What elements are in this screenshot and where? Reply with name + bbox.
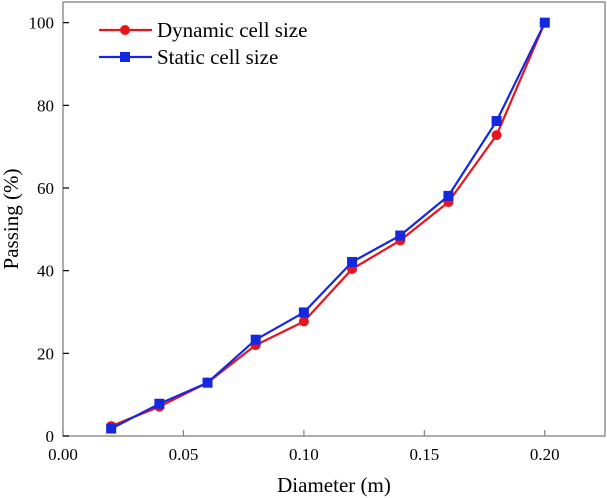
y-tick-label: 100: [29, 14, 55, 33]
legend-label: Static cell size: [157, 45, 278, 69]
x-axis-title: Diameter (m): [277, 473, 391, 497]
data-point: [154, 398, 165, 409]
series-static-cell-size: [106, 17, 550, 434]
x-tick-label: 0.00: [48, 445, 78, 464]
x-tick-label: 0.20: [530, 445, 560, 464]
series-layer: [106, 17, 550, 434]
data-point: [106, 423, 117, 434]
data-point: [539, 17, 550, 28]
data-point: [347, 256, 358, 267]
data-point: [298, 316, 309, 327]
series-line-dynamic-cell-size: [110, 22, 546, 428]
legend: Dynamic cell size Static cell size: [99, 18, 307, 69]
y-tick-label: 80: [37, 96, 54, 115]
x-tick-label: 0.05: [169, 445, 199, 464]
x-tick-label: 0.15: [409, 445, 439, 464]
y-tick-label: 20: [37, 344, 54, 363]
data-point: [395, 230, 406, 241]
legend-item-dynamic-cell-size: Dynamic cell size: [99, 18, 307, 42]
y-axis: 0 20 40 60 80 100: [29, 14, 69, 446]
y-tick-label: 60: [37, 179, 54, 198]
plot-frame: [62, 1, 606, 437]
y-axis-title: Passing (%): [0, 169, 23, 270]
data-point: [298, 307, 309, 318]
data-point: [491, 116, 502, 127]
series-dynamic-cell-size: [106, 17, 550, 432]
data-point: [491, 130, 502, 141]
data-point: [202, 377, 213, 388]
series-line-static-cell-size: [110, 22, 546, 430]
data-point: [443, 190, 454, 201]
x-tick-label: 0.10: [289, 445, 319, 464]
legend-item-static-cell-size: Static cell size: [99, 45, 278, 69]
legend-marker-circle-icon: [120, 25, 130, 35]
legend-label: Dynamic cell size: [157, 18, 307, 42]
legend-marker-square-icon: [120, 52, 130, 62]
x-axis: 0.00 0.05 0.10 0.15 0.20: [48, 430, 560, 464]
data-point: [250, 334, 261, 345]
y-tick-label: 0: [46, 427, 55, 446]
y-tick-label: 40: [37, 262, 54, 281]
